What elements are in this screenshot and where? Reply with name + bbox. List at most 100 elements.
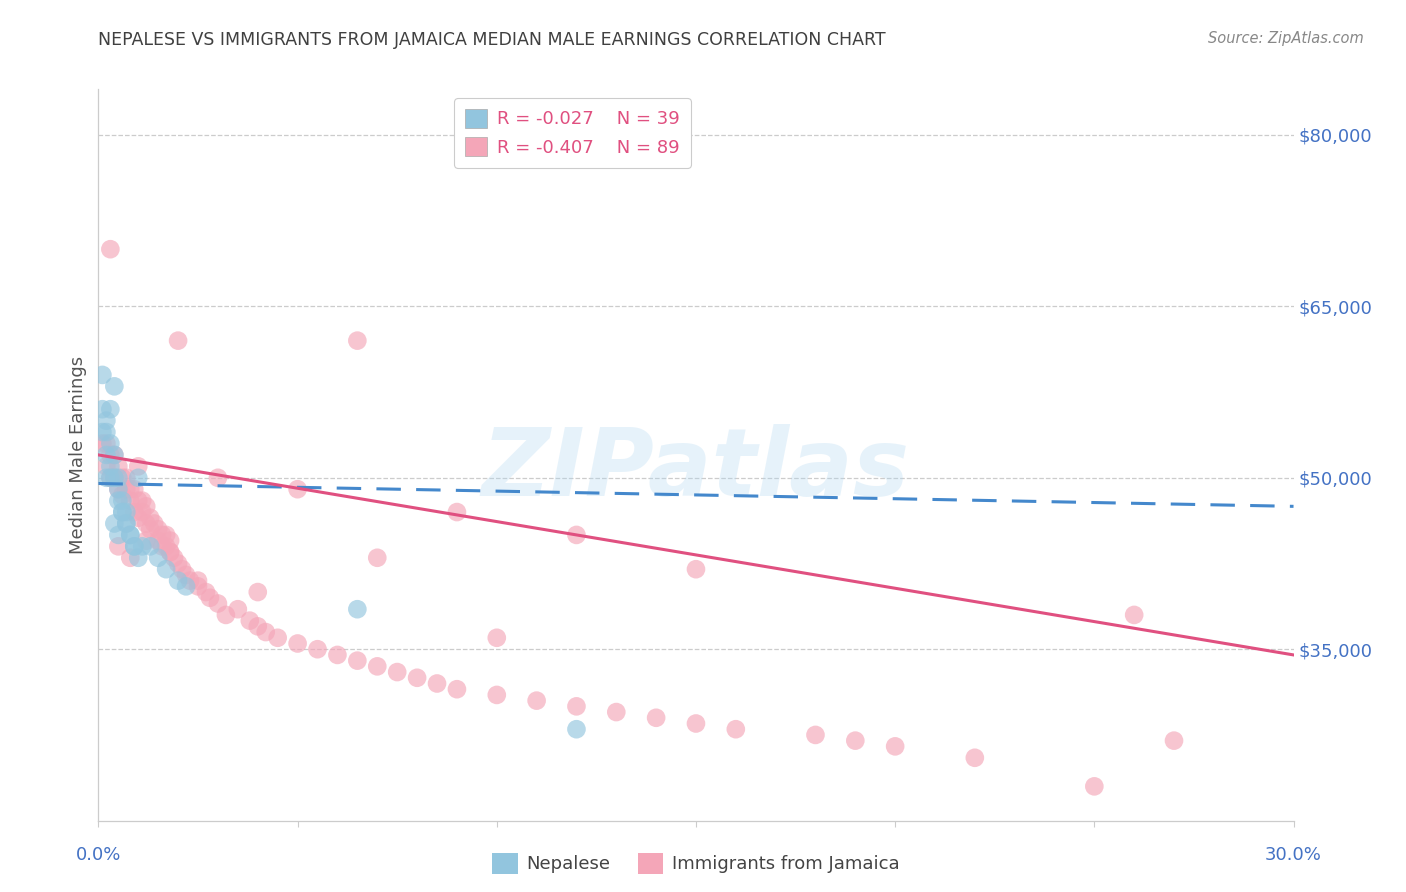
Point bbox=[111, 488, 134, 502]
Point bbox=[103, 471, 125, 485]
Point bbox=[346, 334, 368, 348]
Point bbox=[107, 482, 129, 496]
Text: ZIPatlas: ZIPatlas bbox=[482, 424, 910, 516]
Point bbox=[565, 699, 588, 714]
Point bbox=[103, 448, 125, 462]
Point bbox=[179, 574, 201, 588]
Point bbox=[155, 528, 177, 542]
Text: NEPALESE VS IMMIGRANTS FROM JAMAICA MEDIAN MALE EARNINGS CORRELATION CHART: NEPALESE VS IMMIGRANTS FROM JAMAICA MEDI… bbox=[98, 31, 886, 49]
Point bbox=[385, 665, 409, 679]
Point bbox=[174, 568, 197, 582]
Point bbox=[963, 751, 986, 765]
Point bbox=[605, 705, 627, 719]
Point bbox=[100, 471, 122, 485]
Point bbox=[111, 471, 134, 485]
Point bbox=[127, 471, 149, 485]
Point bbox=[172, 562, 194, 576]
Point bbox=[91, 425, 114, 439]
Point bbox=[207, 471, 229, 485]
Point bbox=[124, 539, 146, 553]
Point bbox=[485, 688, 508, 702]
Point bbox=[111, 493, 134, 508]
Point bbox=[366, 550, 388, 565]
Point bbox=[127, 510, 149, 524]
Point bbox=[135, 516, 157, 531]
Point bbox=[96, 436, 118, 450]
Point bbox=[167, 574, 190, 588]
Point bbox=[884, 739, 907, 754]
Point bbox=[120, 550, 142, 565]
Point bbox=[155, 539, 177, 553]
Point bbox=[1163, 733, 1185, 747]
Point bbox=[366, 659, 388, 673]
Point bbox=[346, 654, 368, 668]
Point bbox=[287, 636, 309, 650]
Point bbox=[844, 733, 866, 747]
Point bbox=[239, 614, 262, 628]
Point bbox=[148, 533, 170, 548]
Point bbox=[91, 368, 114, 382]
Point bbox=[1083, 780, 1105, 794]
Point bbox=[107, 493, 129, 508]
Point bbox=[406, 671, 429, 685]
Point bbox=[96, 459, 118, 474]
Point bbox=[254, 625, 277, 640]
Point bbox=[174, 579, 197, 593]
Point bbox=[150, 539, 173, 553]
Point bbox=[167, 334, 190, 348]
Point bbox=[135, 500, 157, 514]
Point bbox=[107, 459, 129, 474]
Point bbox=[326, 648, 349, 662]
Point bbox=[107, 528, 129, 542]
Point bbox=[724, 723, 747, 737]
Legend: Nepalese, Immigrants from Jamaica: Nepalese, Immigrants from Jamaica bbox=[485, 846, 907, 881]
Point bbox=[246, 585, 269, 599]
Point bbox=[148, 550, 170, 565]
Point bbox=[565, 528, 588, 542]
Point bbox=[120, 528, 142, 542]
Point bbox=[131, 539, 153, 553]
Point bbox=[195, 585, 218, 599]
Point bbox=[159, 533, 181, 548]
Point bbox=[135, 533, 157, 548]
Point bbox=[287, 482, 309, 496]
Point bbox=[485, 631, 508, 645]
Point bbox=[267, 631, 290, 645]
Point bbox=[127, 493, 149, 508]
Text: Source: ZipAtlas.com: Source: ZipAtlas.com bbox=[1208, 31, 1364, 46]
Point bbox=[111, 505, 134, 519]
Point bbox=[1123, 607, 1146, 622]
Point bbox=[127, 550, 149, 565]
Text: 0.0%: 0.0% bbox=[76, 846, 121, 863]
Point bbox=[143, 516, 166, 531]
Point bbox=[107, 539, 129, 553]
Point bbox=[804, 728, 827, 742]
Point bbox=[526, 693, 548, 707]
Point bbox=[226, 602, 249, 616]
Point bbox=[426, 676, 449, 690]
Point bbox=[120, 528, 142, 542]
Point bbox=[124, 539, 146, 553]
Point bbox=[685, 716, 707, 731]
Point bbox=[159, 545, 181, 559]
Point bbox=[107, 482, 129, 496]
Point bbox=[115, 471, 138, 485]
Point bbox=[115, 482, 138, 496]
Y-axis label: Median Male Earnings: Median Male Earnings bbox=[69, 356, 87, 554]
Point bbox=[115, 516, 138, 531]
Point bbox=[685, 562, 707, 576]
Point bbox=[150, 528, 173, 542]
Point bbox=[148, 522, 170, 536]
Point bbox=[103, 471, 125, 485]
Point bbox=[131, 505, 153, 519]
Point bbox=[100, 242, 122, 256]
Point bbox=[127, 459, 149, 474]
Point bbox=[96, 448, 118, 462]
Point bbox=[120, 482, 142, 496]
Point bbox=[139, 510, 162, 524]
Point bbox=[124, 505, 146, 519]
Point bbox=[100, 471, 122, 485]
Point bbox=[103, 448, 125, 462]
Point bbox=[100, 459, 122, 474]
Point bbox=[111, 505, 134, 519]
